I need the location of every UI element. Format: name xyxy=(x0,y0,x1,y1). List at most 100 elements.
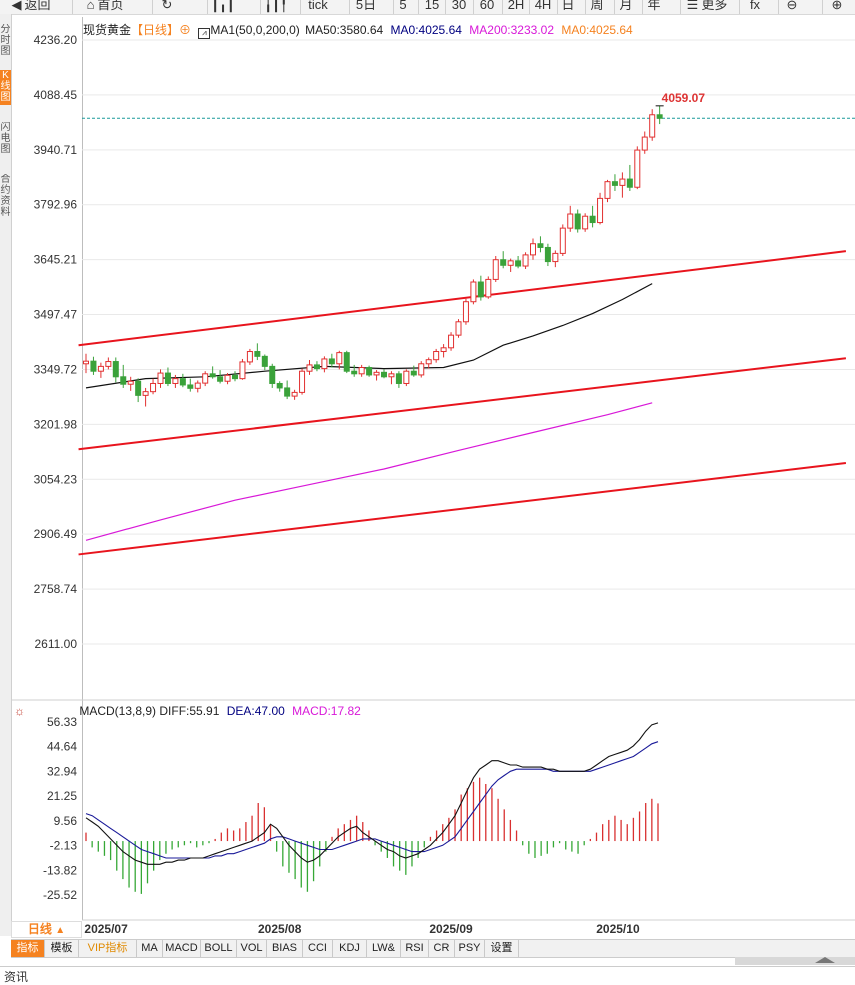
toolbar-item-5[interactable]: 5 xyxy=(396,0,410,14)
toolbar-zoom-in-icon[interactable]: ⊕ xyxy=(825,0,849,14)
candle xyxy=(343,350,350,374)
toolbar-item-首页[interactable]: ⌂ 首页 xyxy=(75,0,135,14)
side-tab-1[interactable]: K线图 xyxy=(0,70,11,105)
candle-body xyxy=(269,365,276,384)
candle xyxy=(552,250,559,268)
toolbar-item-4H[interactable]: 4H xyxy=(532,0,554,14)
date-tick-label: 2025/10 xyxy=(596,922,640,936)
indicator-tab-BOLL[interactable]: BOLL xyxy=(201,940,237,957)
candle-body xyxy=(112,361,119,378)
candle-body xyxy=(656,114,663,119)
footer-bar: 资讯 xyxy=(0,966,855,984)
candle xyxy=(97,362,104,378)
indicator-tab-模板[interactable]: 模板 xyxy=(45,940,79,957)
candle-body xyxy=(485,278,492,298)
toolbar-item-label: 5 xyxy=(399,0,407,12)
toolbar-item-日[interactable]: 日 xyxy=(560,0,576,14)
candle-body xyxy=(470,281,477,303)
candle xyxy=(433,348,440,363)
candle-body xyxy=(492,259,499,280)
price-tick-label: 3940.71 xyxy=(34,143,78,157)
toolbar-item-label: 年 xyxy=(647,0,661,12)
candle-body xyxy=(530,243,536,256)
candle-body xyxy=(373,371,380,376)
candle xyxy=(455,319,462,338)
candle-body xyxy=(522,254,529,267)
toolbar-item-更多[interactable]: ☰ 更多 xyxy=(683,0,731,14)
indicator-tab-指标[interactable]: 指标 xyxy=(11,940,45,957)
macd-chart-panel[interactable]: 56.33 44.64 32.94 21.25 9.56 -2.13 -13.82 -25.5… xyxy=(0,699,855,902)
price-tick-label: 3054.23 xyxy=(34,472,78,486)
candle-body xyxy=(507,260,514,266)
side-tab-2[interactable]: 闪电图 xyxy=(0,122,11,155)
indicator-tab-设置[interactable]: 设置 xyxy=(485,940,519,957)
indicator-tab-PSY[interactable]: PSY xyxy=(455,940,485,957)
news-tab[interactable]: 资讯 xyxy=(4,970,29,984)
candle xyxy=(157,369,164,388)
price-tick-label: 2906.49 xyxy=(34,527,78,541)
candle-body xyxy=(410,370,417,376)
toolbar-item-label: 15 xyxy=(424,0,440,12)
candle-body xyxy=(321,358,328,370)
ma-params[interactable]: MA1(50,0,200,0) xyxy=(210,23,300,37)
candle-body xyxy=(299,370,306,393)
toolbar-candle-bars-icon[interactable]: ╽┃╿ xyxy=(263,0,289,14)
toolbar-item-label: 更多 xyxy=(701,0,728,12)
candle-body xyxy=(448,334,455,349)
candle xyxy=(142,387,149,407)
macd-params[interactable]: MACD(13,8,9) xyxy=(79,704,157,718)
indicator-tab-LW&[interactable]: LW& xyxy=(367,940,401,957)
toolbar-item-label: 返回 xyxy=(24,0,51,12)
indicator-tab-RSI[interactable]: RSI xyxy=(401,940,429,957)
horizontal-scrollbar[interactable] xyxy=(735,957,855,965)
candle xyxy=(276,381,283,392)
candle xyxy=(634,146,641,190)
trend-channel-line xyxy=(78,462,847,556)
scroll-up-icon[interactable] xyxy=(815,957,835,963)
side-tab-3[interactable]: 合约资料 xyxy=(0,174,11,218)
toolbar-item-返回[interactable]: ◀ 返回 xyxy=(2,0,60,14)
side-tab-0[interactable]: 分时图 xyxy=(0,24,11,57)
settings-sun-icon[interactable]: ☼ xyxy=(14,704,25,718)
price-chart-panel[interactable]: 4236.20 4088.45 3940.71 3792.96 3645.21 3497.… xyxy=(34,17,855,920)
indicator-tab-CR[interactable]: CR xyxy=(429,940,455,957)
toolbar-item-30[interactable]: 30 xyxy=(448,0,470,14)
toolbar-item-tick[interactable]: tick xyxy=(303,0,333,14)
indicator-tab-MACD[interactable]: MACD xyxy=(163,940,201,957)
indicator-tab-KDJ[interactable]: KDJ xyxy=(333,940,367,957)
price-tick-label: 3349.72 xyxy=(34,362,78,376)
indicator-icon[interactable]: ⩘ xyxy=(198,28,211,39)
indicator-tab-CCI[interactable]: CCI xyxy=(303,940,333,957)
macd-dea-value: DEA:47.00 xyxy=(226,704,285,718)
indicator-tab-MA[interactable]: MA xyxy=(137,940,163,957)
toolbar-item-周[interactable]: 周 xyxy=(588,0,606,14)
toolbar-formula-icon[interactable]: fx xyxy=(742,0,768,14)
candle-body xyxy=(455,321,462,336)
period-label[interactable]: 【日线】 xyxy=(131,23,180,37)
indicator-tab-VIP指标[interactable]: VIP指标 xyxy=(79,940,137,957)
toolbar-item-年[interactable]: 年 xyxy=(645,0,663,14)
candle xyxy=(388,371,395,385)
toolbar-item-2H[interactable]: 2H xyxy=(505,0,527,14)
indicator-tab-BIAS[interactable]: BIAS xyxy=(267,940,303,957)
instrument-name: 现货黄金 xyxy=(83,23,132,37)
formula-icon: fx xyxy=(749,0,761,12)
toolbar-item-5日[interactable]: 5日 xyxy=(352,0,380,14)
candle-body xyxy=(202,373,209,384)
toolbar-zoom-out-icon[interactable]: ⊖ xyxy=(781,0,803,14)
toolbar-item-15[interactable]: 15 xyxy=(421,0,443,14)
menu-icon: ☰ xyxy=(686,0,699,12)
candle-body xyxy=(120,376,127,385)
toolbar-separator xyxy=(300,0,301,14)
toolbar-item-月[interactable]: 月 xyxy=(617,0,635,14)
trend-channel-line xyxy=(78,357,847,451)
indicator-tab-VOL[interactable]: VOL xyxy=(237,940,267,957)
toolbar-item-label: 周 xyxy=(590,0,604,12)
settings-circle-icon[interactable]: ⊕ xyxy=(179,23,192,37)
period-selector[interactable]: 日线 ▲ xyxy=(11,921,82,938)
price-tick-label: 2611.00 xyxy=(35,637,78,651)
toolbar-item-60[interactable]: 60 xyxy=(476,0,498,14)
toolbar-candlestick-icon[interactable]: ┃╻┃ xyxy=(210,0,236,14)
candle-body xyxy=(462,301,469,323)
toolbar-refresh-icon[interactable]: ↻ xyxy=(155,0,179,14)
